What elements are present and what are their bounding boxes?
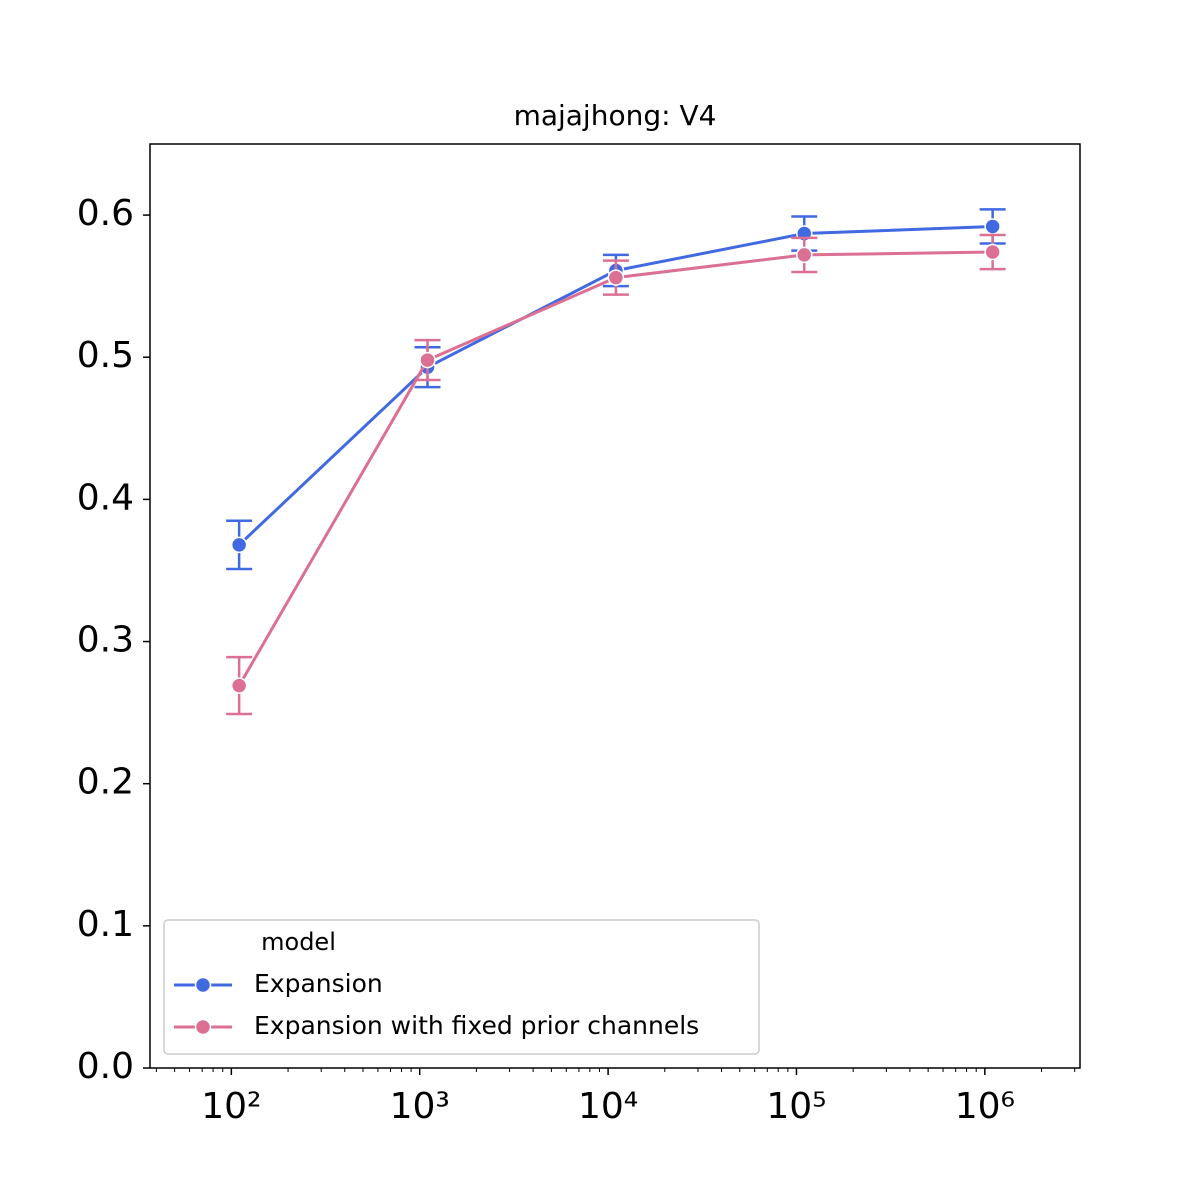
y-tick-label: 0.1 [77,904,134,945]
marker [419,351,436,369]
marker [230,677,248,694]
chart-title: majajhong: V4 [514,99,717,132]
y-tick-label: 0.0 [77,1046,134,1087]
legend-marker [194,976,212,994]
series [226,233,1006,716]
x-tick-label: 10⁵ [766,1086,826,1127]
marker [796,246,813,264]
y-tick-label: 0.4 [77,477,134,518]
marker [607,269,625,286]
legend: model Expansion Expansion with fixed prior… [163,919,760,1055]
legend-label: Expansion [254,969,383,998]
legend-box [163,919,760,1055]
x-tick-label: 10² [201,1086,261,1127]
y-tick-label: 0.2 [77,762,134,803]
legend-marker [194,1018,212,1036]
x-tick-label: 10⁴ [578,1086,638,1127]
y-tick-label: 0.6 [77,193,134,234]
legend-title: model [261,928,336,956]
legend-label: Expansion with fixed prior channels [254,1011,699,1040]
marker [984,243,1001,261]
marker [984,218,1001,235]
x-tick-label: 10⁶ [955,1086,1015,1127]
y-tick-label: 0.5 [77,335,134,376]
x-tick-label: 10³ [390,1086,450,1127]
axes-frame [149,143,1081,1069]
marker [230,536,248,554]
y-tick-label: 0.3 [77,620,134,661]
